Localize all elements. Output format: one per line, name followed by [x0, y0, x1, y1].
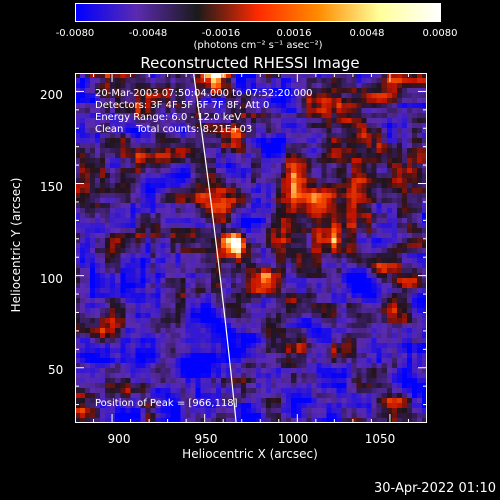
- heatmap-image: [75, 73, 427, 423]
- plot-frame: [75, 73, 427, 423]
- info-line-energy: Energy Range: 6.0 - 12.0 keV: [95, 112, 242, 123]
- info-line-counts: Clean Total counts: 8.21E+03: [95, 124, 253, 135]
- x-tick-label: 900: [107, 432, 131, 446]
- solar-limb-line: [192, 73, 237, 423]
- x-axis-label: Heliocentric X (arcsec): [182, 447, 318, 461]
- colorbar-tick: 0.0016: [276, 28, 312, 39]
- x-tick-label: 1050: [364, 432, 396, 446]
- colorbar-tick: 0.0080: [422, 28, 458, 39]
- colorbar-units-label: (photons cm⁻² s⁻¹ asec⁻²): [193, 40, 323, 51]
- colorbar-tick: -0.0016: [201, 28, 241, 39]
- info-line-detectors: Detectors: 3F 4F 5F 6F 7F 8F, Att 0: [95, 100, 270, 111]
- plot-overlay: [75, 73, 427, 423]
- y-tick-label: 200: [40, 88, 63, 102]
- colorbar: [75, 3, 441, 22]
- colorbar-tick: -0.0048: [128, 28, 168, 39]
- y-tick-label: 50: [48, 363, 64, 377]
- colorbar-tick: -0.0080: [55, 28, 95, 39]
- info-line-time: 20-Mar-2003 07:50:04.000 to 07:52:20.000: [95, 88, 313, 99]
- footer-timestamp: 30-Apr-2022 01:10: [374, 481, 496, 496]
- chart-title: Reconstructed RHESSI Image: [140, 54, 360, 72]
- plot-area: 20-Mar-2003 07:50:04.000 to 07:52:20.000…: [75, 73, 427, 423]
- y-tick-label: 150: [40, 180, 63, 194]
- y-tick-label: 100: [40, 272, 63, 286]
- y-axis-label: Heliocentric Y (arcsec): [9, 177, 23, 313]
- peak-position-label: Position of Peak = [966,118]: [95, 398, 238, 409]
- x-tick-label: 1000: [277, 432, 309, 446]
- x-tick-label: 950: [194, 432, 218, 446]
- colorbar-tick: 0.0048: [349, 28, 385, 39]
- axis-ticks: [75, 73, 427, 423]
